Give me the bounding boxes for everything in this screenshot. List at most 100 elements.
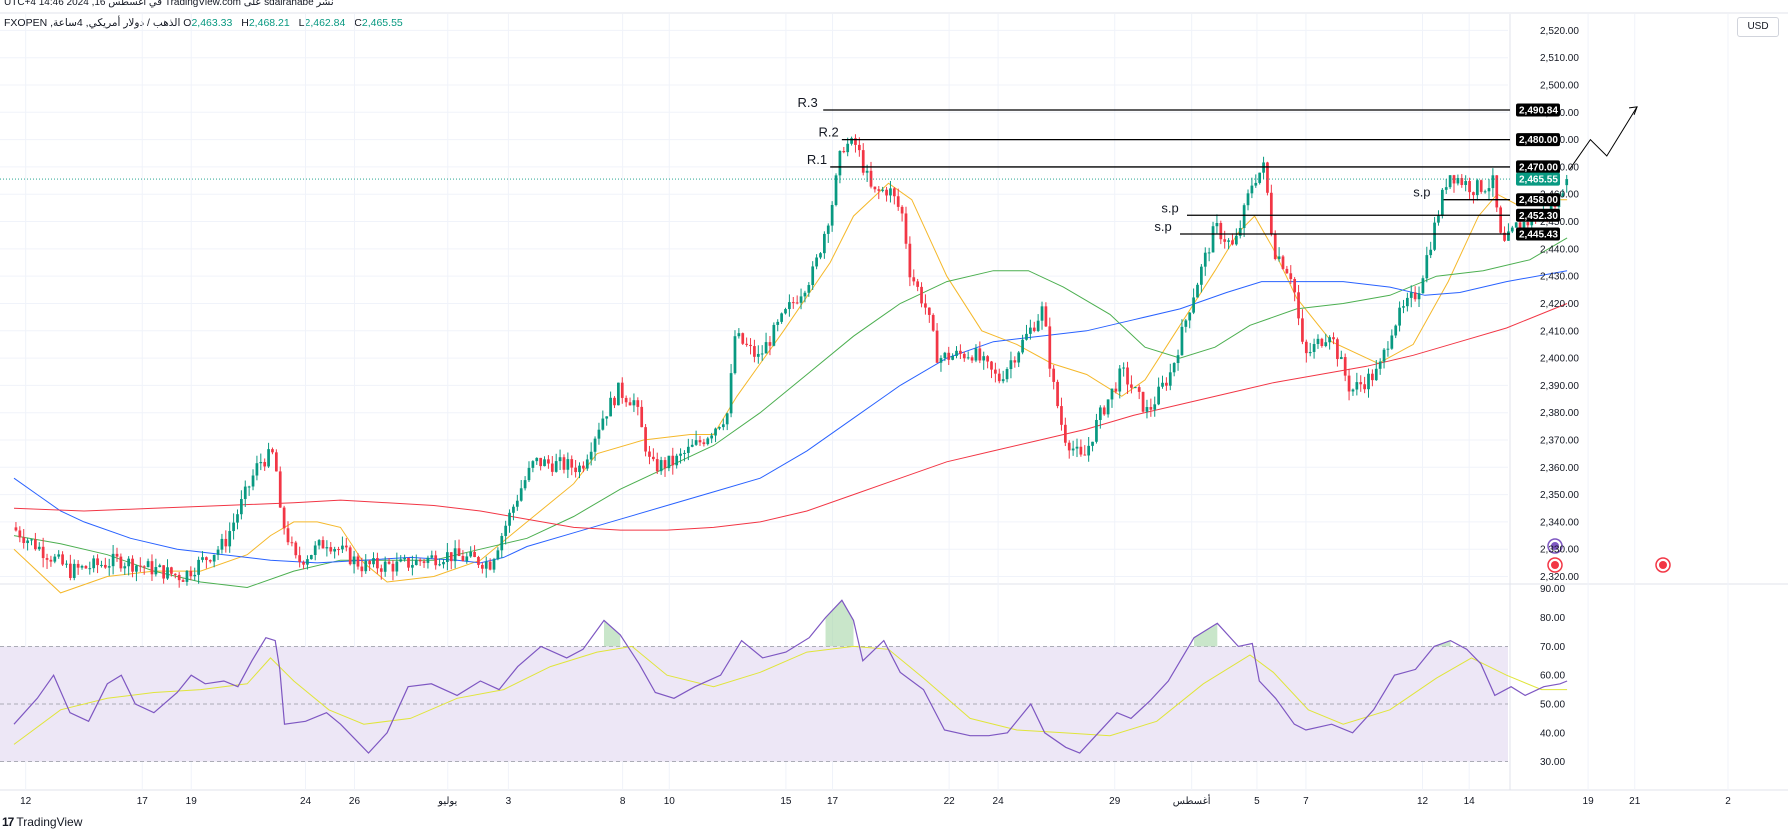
currency-button[interactable]: USD (1737, 17, 1779, 37)
candle-body (597, 429, 601, 439)
candle-body (1332, 337, 1335, 340)
candle-body (799, 296, 803, 303)
candle-body (1394, 325, 1398, 336)
candle-body (1359, 382, 1363, 385)
candle-body (912, 277, 916, 282)
candle-body (286, 528, 290, 543)
candle-body (1351, 389, 1355, 392)
candle-body (255, 463, 259, 476)
candle-body (1056, 381, 1059, 407)
candle-body (1036, 320, 1040, 331)
candle-body (1145, 407, 1149, 412)
candle-body (1479, 180, 1483, 192)
candle-body (484, 561, 488, 569)
candle-body (1048, 326, 1052, 369)
candle-body (1067, 442, 1071, 451)
high-value: 2,468.21 (248, 17, 290, 29)
time-tick-label: 10 (664, 796, 676, 807)
level-label: s.p (1154, 219, 1171, 234)
price-tick-label: 2,500.00 (1540, 81, 1579, 92)
candle-body (298, 555, 302, 563)
candle-body (434, 555, 438, 566)
candle-body (379, 568, 383, 572)
candle-body (414, 559, 418, 566)
candle-body (1215, 223, 1219, 227)
candle-body (1106, 399, 1110, 415)
candle-body (807, 285, 811, 293)
candle-body (1406, 297, 1409, 307)
open-value: 2,463.33 (191, 17, 233, 29)
candle-body (609, 397, 612, 417)
candle-body (1475, 180, 1479, 196)
candle-body (1429, 249, 1433, 256)
candle-body (791, 302, 795, 304)
candle-body (826, 225, 830, 234)
candle-body (57, 554, 61, 557)
candle-body (1157, 386, 1160, 405)
candle-body (438, 564, 441, 566)
candle-body (1308, 351, 1312, 354)
candle-body (951, 355, 954, 360)
candle-body (714, 428, 717, 436)
price-axis[interactable]: 2,320.00 2,330.00 2,340.00 2,350.00 2,360.00… (1516, 26, 1579, 768)
candle-body (838, 150, 842, 176)
candle-body (675, 455, 679, 466)
candle-body (1468, 181, 1471, 193)
candle-body (605, 416, 609, 419)
rsi-tick-label: 70.00 (1540, 642, 1565, 653)
candle-body (1017, 352, 1021, 363)
candle-body (1483, 191, 1487, 193)
level-price-tag (1516, 227, 1560, 241)
time-axis[interactable]: 12 17 19 24 26 يوليو 3 8 10 15 17 22 24 29 أغسطس 5 7 12 14… (20, 794, 1731, 807)
candle-body (617, 382, 620, 406)
candle-body (100, 564, 103, 566)
close-label: C (354, 17, 362, 29)
candle-body (127, 558, 131, 567)
candle-body (337, 549, 340, 551)
candle-body (663, 460, 667, 469)
close-value: 2,465.55 (361, 17, 403, 29)
event-icons[interactable] (1547, 538, 1671, 573)
candle-body (1021, 339, 1024, 353)
candle-body (115, 553, 119, 557)
candle-body (924, 303, 927, 308)
candle-body (1316, 338, 1320, 345)
candle-body (811, 266, 815, 286)
candle-body (1126, 367, 1129, 385)
candle-body (232, 522, 235, 532)
candle-body (317, 540, 321, 546)
candle-body (1386, 348, 1390, 350)
candle-body (733, 336, 737, 374)
price-tick-label: 2,330.00 (1540, 545, 1579, 556)
price-tick-label: 2,390.00 (1540, 381, 1579, 392)
candle-body (834, 175, 838, 206)
candle-body (570, 459, 574, 468)
candle-body (869, 170, 873, 187)
candle-body (453, 548, 457, 562)
candle-body (966, 357, 970, 359)
projection-path (1568, 106, 1638, 170)
level-label: R.1 (807, 152, 827, 167)
candle-body (686, 446, 690, 453)
candle-body (193, 574, 197, 577)
candle-body (683, 452, 686, 454)
candle-body (1052, 368, 1056, 382)
candle-body (1133, 387, 1137, 389)
price-tick-label: 2,350.00 (1540, 490, 1579, 501)
rsi-tick-label: 50.00 (1540, 700, 1565, 711)
candle-body (1499, 207, 1503, 233)
candle-body (935, 330, 939, 363)
candle-body (943, 352, 947, 359)
candle-body (53, 556, 57, 562)
candle-body (815, 257, 818, 267)
candle-body (550, 463, 554, 472)
candle-body (908, 243, 912, 278)
candle-body (364, 560, 368, 572)
candle-body (1192, 297, 1195, 313)
candle-body (881, 189, 885, 191)
candle-body (341, 545, 344, 550)
candle-body (1339, 357, 1343, 360)
candle-body (1343, 357, 1347, 376)
candle-body (1518, 222, 1522, 230)
